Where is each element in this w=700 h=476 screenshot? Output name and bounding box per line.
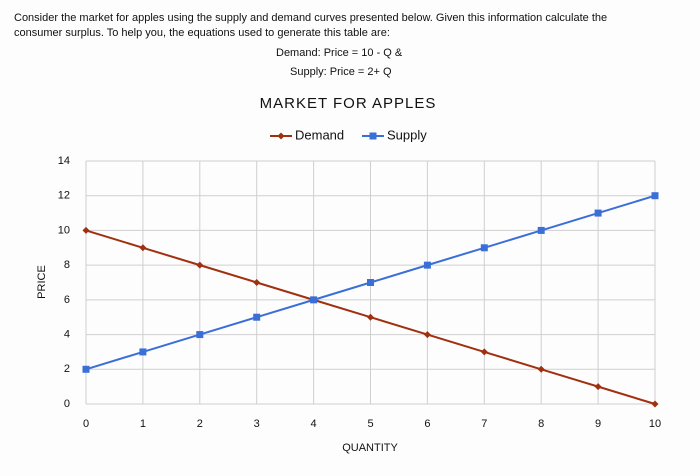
marker [537,226,545,234]
legend-label: Supply [387,127,427,142]
x-tick-label: 2 [197,418,203,430]
marker [367,313,374,321]
question-line: consumer surplus. To help you, the equat… [14,27,390,39]
x-tick-label: 5 [367,418,373,430]
y-axis-label: PRICE [36,265,48,299]
marker [253,313,261,321]
y-tick-label: 8 [64,259,70,271]
x-tick-label: 3 [254,418,260,430]
legend-marker [369,132,377,140]
marker [367,279,374,286]
marker [594,209,602,217]
marker [82,365,90,373]
marker [196,331,204,339]
chart-title: MARKET FOR APPLES [260,95,437,112]
x-tick-label: 6 [424,418,430,430]
marker [651,400,659,408]
question-line: Consider the market for apples using the… [14,12,607,24]
marker [139,348,147,356]
x-tick-label: 8 [538,418,544,430]
marker [196,261,204,269]
x-tick-label: 1 [140,418,146,430]
x-tick-label: 10 [649,418,661,430]
legend-label: Demand [295,127,344,142]
marker [480,244,488,252]
x-tick-label: 7 [481,418,487,430]
x-tick-label: 0 [83,418,89,430]
marker [423,331,431,339]
y-tick-label: 2 [64,363,70,375]
y-tick-label: 0 [64,398,70,410]
y-tick-label: 10 [58,224,70,236]
marker [651,192,659,200]
y-tick-label: 6 [64,294,70,306]
legend-marker [277,132,285,140]
marker [480,348,488,356]
x-axis-label: QUANTITY [342,442,398,454]
marker [82,226,90,234]
marker [139,244,147,252]
marker [253,279,261,286]
marker [537,365,545,373]
marker [310,296,318,304]
marker [423,261,431,269]
x-tick-label: 4 [311,418,317,430]
marker [594,383,602,391]
x-tick-label: 9 [595,418,601,430]
y-tick-label: 12 [58,190,70,202]
equation: Demand: Price = 10 - Q & [276,47,403,59]
equation: Supply: Price = 2+ Q [290,66,392,78]
y-tick-label: 4 [64,328,70,340]
y-tick-label: 14 [58,155,70,167]
